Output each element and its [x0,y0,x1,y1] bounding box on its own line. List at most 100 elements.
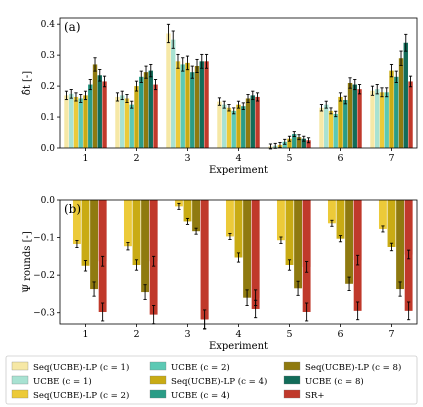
error-bar [74,92,78,102]
legend-swatch [11,361,29,371]
bar [403,42,408,149]
bar [236,104,241,148]
legend-swatch [283,361,301,371]
panel-a-label: (a) [64,20,81,34]
error-bar [194,227,198,235]
legend-swatch [283,375,301,385]
error-bar [101,302,105,322]
bar [153,84,158,148]
error-bar [93,57,97,72]
panel-b-y-axis-label: Ψ rounds [-] [22,231,33,293]
error-bar [185,217,190,225]
bar [143,72,149,148]
error-bar [83,260,88,272]
bar [231,110,236,148]
y-tick-label: −0.1 [33,234,55,244]
error-bar [305,261,309,273]
y-tick: 0.0 [41,144,60,154]
legend-label: Seq(UCBE)-LP (c = 2) [33,390,129,401]
error-bar [399,50,403,66]
bar [204,61,209,148]
error-bar [120,90,124,101]
bar [81,200,90,266]
panel-a-y-ticks: 0.0 0.1 0.2 0.3 0.4 [41,20,60,154]
bar [222,104,227,148]
bar [129,104,134,148]
y-tick: −0.1 [33,234,60,244]
panel-a-axes-frame [59,17,418,149]
y-tick: 0.3 [41,51,60,61]
error-bar [292,131,296,137]
bar [97,75,102,148]
x-tick: 3 [184,324,191,340]
bar [183,200,192,222]
bar [404,200,413,255]
bar [370,90,375,148]
error-bar [375,84,379,95]
error-bar [227,104,231,112]
legend-item: Seq(UCBE)-LP (c = 1) [11,361,129,373]
error-bar [330,219,334,227]
error-bar [139,70,143,83]
y-tick-label: 0.2 [41,82,55,92]
panel-a-x-ticks: 1 2 3 4 5 6 7 [82,148,395,164]
bar [306,140,311,148]
error-bar [134,259,139,271]
y-tick: 0.4 [41,20,60,30]
bar [148,70,153,148]
bar [285,200,294,266]
legend-label: Seq(UCBE)-LP (c = 4) [171,376,267,387]
legend-item: UCBE (c = 8) [283,375,364,387]
x-tick-label: 1 [82,329,88,340]
bar [83,95,88,148]
panel-a-bars [64,23,413,150]
error-bar [115,92,120,102]
x-tick-label: 2 [133,329,139,340]
error-bar [404,33,408,52]
bar [345,200,354,284]
error-bar [245,289,249,306]
bar [226,107,232,148]
legend-item: SR+ [283,389,325,401]
x-tick: 2 [133,148,140,164]
bar [387,200,396,247]
error-bar [381,225,385,233]
bar [90,200,99,290]
x-tick: 7 [388,148,395,164]
bar [338,96,343,148]
error-bar [329,107,333,115]
error-bar [166,23,171,44]
error-bar [254,289,258,306]
bar [92,64,98,148]
bar [166,33,171,149]
bar [343,100,348,148]
x-tick-label: 4 [235,329,241,340]
error-bar [200,53,204,69]
bar [194,65,200,148]
error-bar [217,97,222,106]
error-bar [407,301,411,321]
y-tick: 0.1 [41,113,60,123]
error-bar [102,75,107,88]
error-bar [356,301,360,321]
bar [217,101,222,148]
bar [255,96,260,148]
error-bar [251,90,255,101]
bar [398,58,404,148]
x-tick: 2 [133,324,140,340]
y-tick: −0.2 [33,271,60,281]
bar [296,137,302,148]
error-bar [83,90,88,101]
x-tick-label: 4 [235,153,241,164]
error-bar [389,63,394,78]
panel-b-x-ticks: 1 2 3 4 5 6 7 [82,324,395,340]
error-bar [296,280,300,296]
x-tick-label: 2 [133,153,139,164]
legend-label: UCBE (c = 2) [171,362,230,373]
legend-swatch [11,375,29,385]
bar [333,113,338,148]
y-tick-label: 0.0 [41,144,56,154]
error-bar [407,249,411,260]
bar [175,61,181,148]
bar [200,200,209,320]
